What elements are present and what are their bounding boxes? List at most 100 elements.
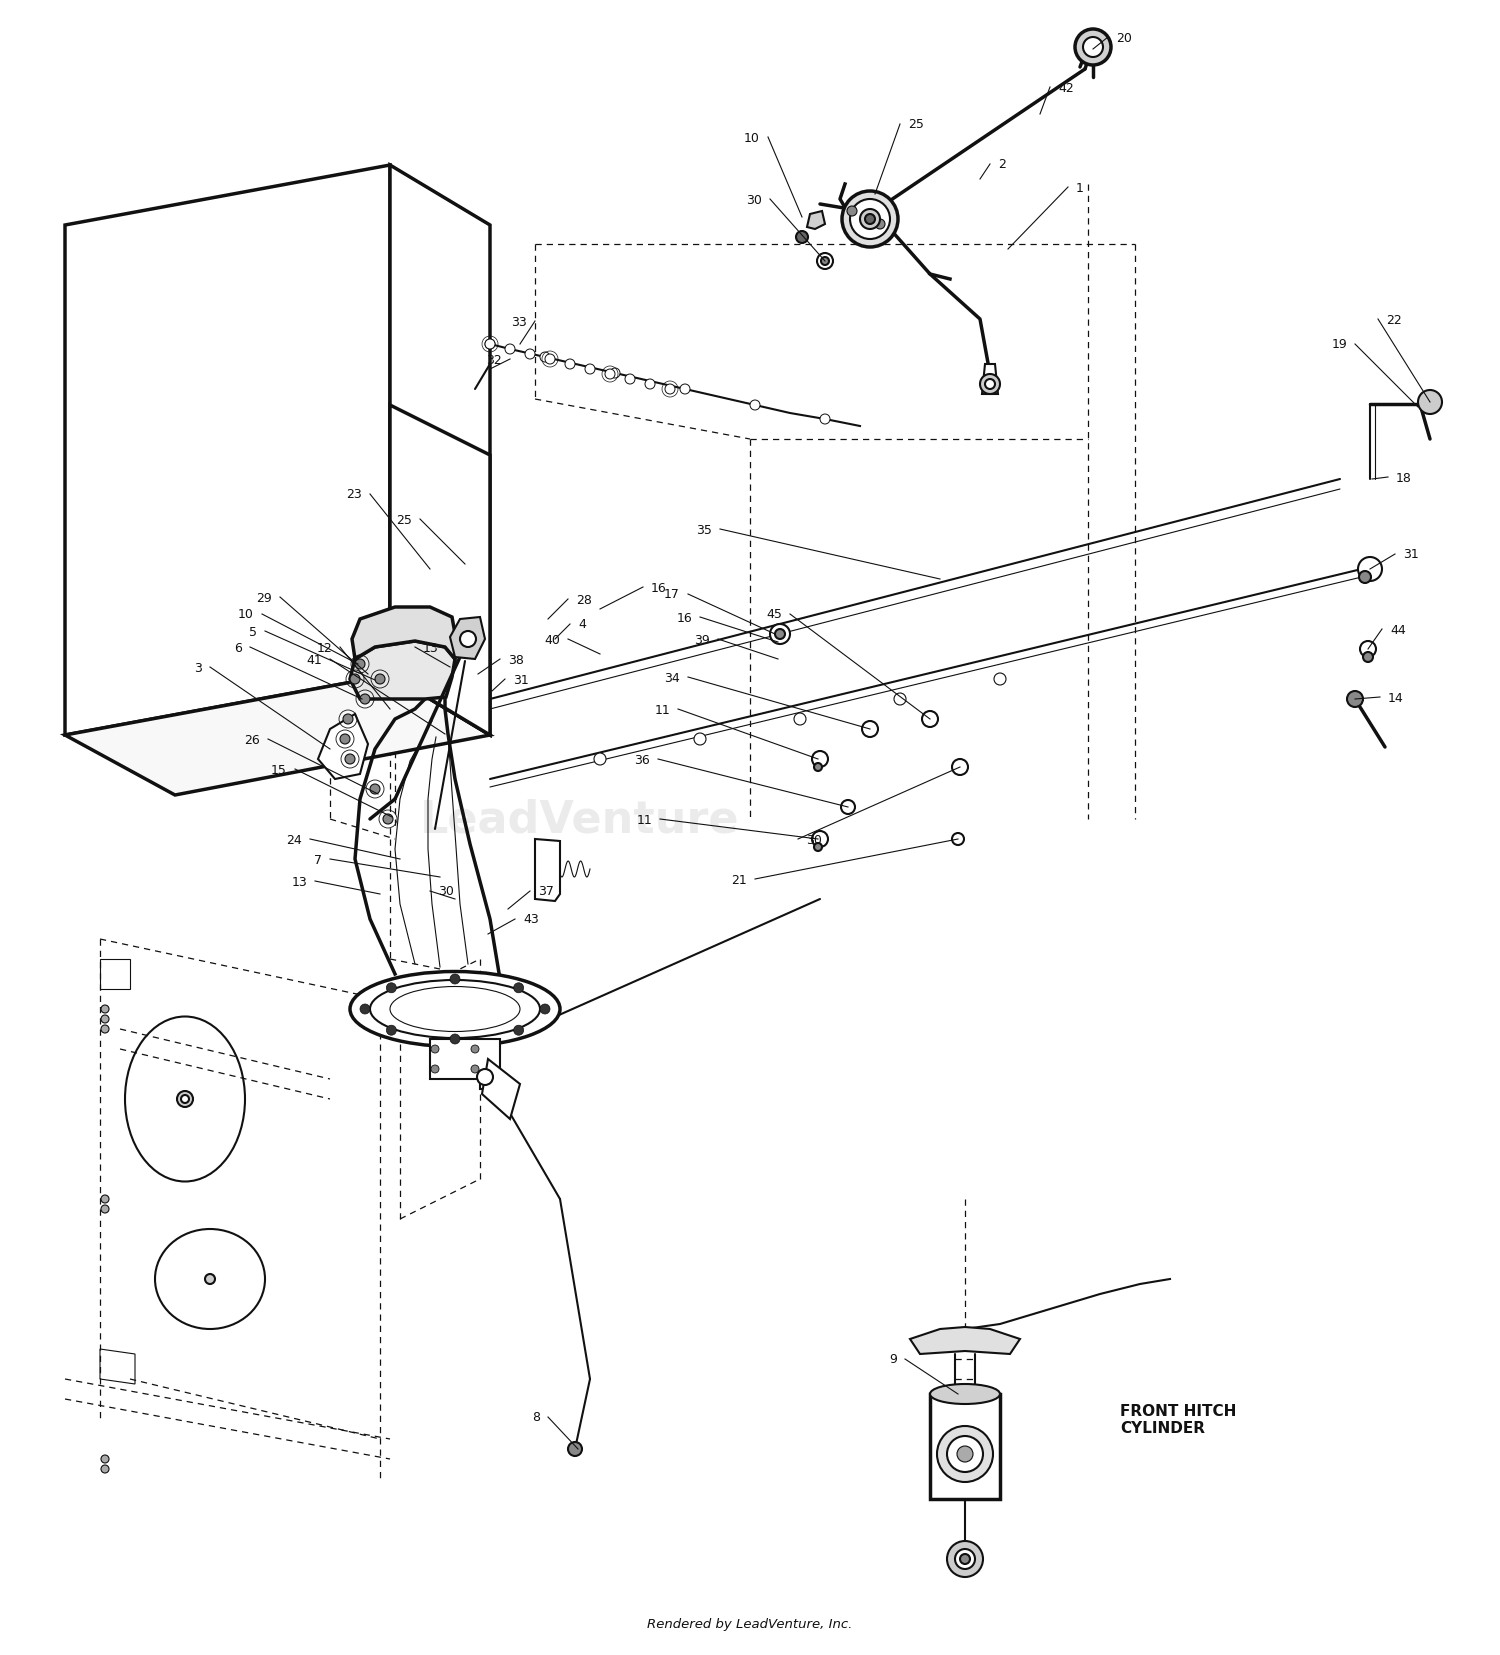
Circle shape bbox=[1076, 30, 1112, 66]
Circle shape bbox=[540, 353, 550, 362]
Text: 21: 21 bbox=[730, 872, 747, 885]
Text: 17: 17 bbox=[664, 588, 680, 601]
Text: 15: 15 bbox=[272, 763, 286, 776]
Polygon shape bbox=[64, 166, 390, 735]
Text: 36: 36 bbox=[634, 753, 650, 766]
Circle shape bbox=[604, 369, 615, 379]
Circle shape bbox=[460, 632, 476, 647]
Circle shape bbox=[375, 675, 386, 685]
Text: 31: 31 bbox=[1402, 548, 1419, 561]
Ellipse shape bbox=[350, 971, 560, 1048]
Text: 41: 41 bbox=[306, 654, 322, 665]
Circle shape bbox=[471, 1046, 478, 1053]
Text: 25: 25 bbox=[396, 513, 412, 526]
Text: 37: 37 bbox=[538, 885, 554, 899]
Circle shape bbox=[796, 232, 808, 243]
Circle shape bbox=[770, 624, 790, 644]
Text: 12: 12 bbox=[316, 640, 332, 654]
Text: 3: 3 bbox=[194, 660, 202, 674]
Text: 29: 29 bbox=[256, 591, 272, 604]
Circle shape bbox=[360, 1005, 370, 1015]
Text: 43: 43 bbox=[524, 914, 538, 925]
Circle shape bbox=[610, 369, 620, 379]
Circle shape bbox=[182, 1096, 189, 1104]
Circle shape bbox=[847, 207, 856, 217]
Polygon shape bbox=[536, 839, 560, 902]
Circle shape bbox=[344, 715, 352, 725]
Circle shape bbox=[100, 1195, 109, 1203]
Text: 19: 19 bbox=[1330, 338, 1347, 351]
Circle shape bbox=[680, 384, 690, 396]
Circle shape bbox=[960, 1554, 970, 1564]
Circle shape bbox=[1358, 558, 1382, 581]
Circle shape bbox=[694, 733, 706, 745]
Circle shape bbox=[100, 1026, 109, 1033]
Circle shape bbox=[350, 675, 360, 685]
Circle shape bbox=[540, 1005, 550, 1015]
Text: 42: 42 bbox=[1058, 81, 1074, 94]
Polygon shape bbox=[350, 642, 454, 700]
Circle shape bbox=[471, 1066, 478, 1074]
Text: FRONT HITCH
CYLINDER: FRONT HITCH CYLINDER bbox=[1120, 1403, 1236, 1435]
Circle shape bbox=[477, 1069, 494, 1086]
Circle shape bbox=[100, 1465, 109, 1473]
Circle shape bbox=[450, 975, 460, 985]
Polygon shape bbox=[352, 607, 456, 660]
Circle shape bbox=[382, 814, 393, 824]
Text: 22: 22 bbox=[1386, 313, 1401, 326]
Circle shape bbox=[450, 1034, 460, 1044]
Circle shape bbox=[387, 983, 396, 993]
Text: 10: 10 bbox=[744, 131, 760, 144]
Text: 2: 2 bbox=[998, 159, 1006, 172]
Circle shape bbox=[566, 359, 574, 369]
Circle shape bbox=[821, 415, 830, 425]
Polygon shape bbox=[318, 715, 368, 780]
Circle shape bbox=[776, 629, 784, 639]
Text: 23: 23 bbox=[346, 488, 362, 501]
Text: 16: 16 bbox=[676, 611, 692, 624]
Circle shape bbox=[812, 751, 828, 768]
Circle shape bbox=[1360, 642, 1376, 657]
Circle shape bbox=[821, 258, 830, 266]
Text: 33: 33 bbox=[512, 316, 526, 328]
Text: 34: 34 bbox=[664, 670, 680, 684]
Circle shape bbox=[980, 374, 1000, 396]
Text: 14: 14 bbox=[1388, 692, 1404, 703]
Text: 39: 39 bbox=[694, 634, 709, 645]
Text: 11: 11 bbox=[636, 813, 652, 826]
Polygon shape bbox=[64, 675, 491, 796]
Polygon shape bbox=[390, 166, 490, 735]
Circle shape bbox=[430, 1046, 439, 1053]
Text: 20: 20 bbox=[1116, 31, 1132, 45]
Text: 44: 44 bbox=[1390, 624, 1406, 636]
Circle shape bbox=[387, 1026, 396, 1036]
Polygon shape bbox=[930, 1394, 1000, 1499]
Circle shape bbox=[370, 784, 380, 794]
Circle shape bbox=[664, 384, 675, 396]
Circle shape bbox=[750, 401, 760, 410]
Text: 30: 30 bbox=[438, 885, 454, 899]
Text: 30: 30 bbox=[806, 832, 822, 846]
Ellipse shape bbox=[930, 1384, 1000, 1403]
Circle shape bbox=[1418, 391, 1442, 415]
Circle shape bbox=[544, 354, 555, 364]
Text: 5: 5 bbox=[249, 626, 256, 639]
Text: 13: 13 bbox=[423, 640, 439, 654]
Circle shape bbox=[818, 253, 833, 270]
Text: 35: 35 bbox=[696, 523, 712, 536]
Circle shape bbox=[645, 379, 656, 391]
Circle shape bbox=[952, 760, 968, 776]
Text: 6: 6 bbox=[234, 640, 242, 654]
Polygon shape bbox=[482, 1059, 520, 1119]
Circle shape bbox=[525, 349, 536, 359]
Text: 7: 7 bbox=[314, 852, 322, 866]
Circle shape bbox=[894, 693, 906, 705]
Circle shape bbox=[957, 1446, 974, 1461]
Circle shape bbox=[585, 364, 596, 374]
Circle shape bbox=[859, 210, 880, 230]
Polygon shape bbox=[450, 617, 484, 660]
Circle shape bbox=[1359, 571, 1371, 584]
Text: 13: 13 bbox=[291, 875, 308, 889]
Circle shape bbox=[506, 344, 515, 354]
Circle shape bbox=[177, 1091, 194, 1107]
